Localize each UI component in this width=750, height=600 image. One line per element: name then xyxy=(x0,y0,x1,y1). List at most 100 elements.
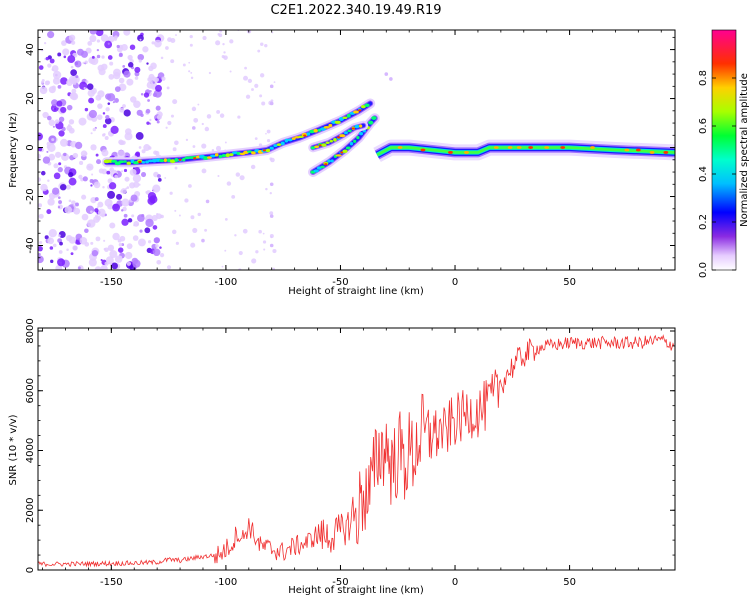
primary-ridge-core-blob xyxy=(306,132,311,136)
noise-blob xyxy=(117,149,126,159)
noise-blob xyxy=(106,170,111,175)
noise-blob xyxy=(108,74,115,80)
tail-ridge-peak-blob xyxy=(544,146,550,149)
sparse-blob xyxy=(159,253,165,258)
sparse-blob xyxy=(197,212,201,217)
sparse-blob xyxy=(165,126,168,129)
colorbar-tick-label: 0.4 xyxy=(698,166,709,182)
noise-blob xyxy=(54,151,62,158)
noise-blob xyxy=(93,181,101,189)
noise-blob xyxy=(111,262,118,270)
sparse-blob xyxy=(223,55,228,60)
sparse-blob xyxy=(184,198,189,203)
noise-blob xyxy=(57,52,62,57)
noise-blob xyxy=(61,152,70,161)
noise-blob xyxy=(41,170,46,176)
noise-blob xyxy=(52,77,61,85)
noise-blob xyxy=(91,55,95,59)
noise-blob xyxy=(107,102,111,105)
noise-blob xyxy=(57,84,62,89)
noise-blob xyxy=(73,207,81,215)
noise-blob xyxy=(147,99,150,102)
sparse-blob xyxy=(234,234,237,237)
sparse-blob xyxy=(243,75,249,81)
noise-blob xyxy=(94,208,99,213)
top-plot: -150 -100 -50 0 50 -40 -20 0 20 40 Height of stra… xyxy=(8,29,676,297)
noise-blob xyxy=(90,132,93,135)
noise-blob xyxy=(107,35,115,43)
top-y-tick-label: -40 xyxy=(25,237,36,253)
top-x-tick-label: -50 xyxy=(332,277,348,288)
noise-blob xyxy=(113,37,117,41)
primary-ridge-core-blob xyxy=(126,161,131,165)
noise-blob xyxy=(89,30,98,35)
noise-blob xyxy=(47,115,52,121)
colorbar-ticks: 0.0 0.2 0.4 0.6 0.8 xyxy=(698,70,736,278)
noise-blob xyxy=(127,54,133,61)
noise-blob xyxy=(68,199,72,203)
noise-blob xyxy=(48,192,56,200)
noise-blob xyxy=(121,198,130,207)
sparse-blob xyxy=(178,214,181,217)
sparse-blob xyxy=(193,117,199,123)
sparse-blob xyxy=(262,232,265,235)
noise-blob xyxy=(96,48,100,52)
noise-blob xyxy=(156,120,160,124)
primary-ridge-core-blob xyxy=(141,160,146,164)
noise-blob xyxy=(122,104,126,108)
noise-blob xyxy=(49,246,54,250)
noise-blob xyxy=(121,218,129,226)
noise-blob xyxy=(82,61,85,65)
tail-ridge-peak-blob xyxy=(560,146,566,149)
sparse-blob xyxy=(266,129,271,134)
isolated-blob xyxy=(389,77,393,81)
noise-blob xyxy=(43,87,48,91)
noise-blob xyxy=(112,232,120,241)
tail-ridge-peak-blob xyxy=(624,148,630,152)
noise-blob xyxy=(103,239,106,242)
noise-blob xyxy=(154,39,162,48)
sparse-blob xyxy=(188,61,191,64)
noise-blob xyxy=(107,55,113,60)
tertiary-ridge-core-blob xyxy=(347,129,352,133)
sparse-blob xyxy=(262,240,267,244)
noise-blob xyxy=(112,30,120,38)
sparse-blob xyxy=(215,40,221,46)
noise-blob xyxy=(89,178,94,183)
noise-blob xyxy=(118,242,123,247)
noise-blob xyxy=(125,128,132,135)
noise-blob xyxy=(156,114,162,120)
noise-blob xyxy=(127,218,133,223)
noise-blob xyxy=(89,35,97,43)
top-x-tick-label: -100 xyxy=(215,277,238,288)
top-chart-title: C2E1.2022.340.19.49.R19 xyxy=(270,3,441,18)
noise-blob xyxy=(139,38,142,41)
sparse-blob xyxy=(244,66,247,70)
tertiary-ridge-core-blob xyxy=(329,139,334,143)
noise-blob xyxy=(121,140,126,145)
noise-blob xyxy=(152,184,161,193)
secondary-ridge-core-blob xyxy=(335,154,342,157)
noise-blob xyxy=(96,114,103,121)
primary-ridge-core-blob xyxy=(246,150,253,153)
noise-blob xyxy=(130,194,138,202)
noise-blob xyxy=(103,247,106,251)
secondary-ridge-core-blob xyxy=(368,120,374,125)
sparse-blob xyxy=(172,147,177,152)
sparse-blob xyxy=(166,265,172,270)
noise-blob xyxy=(90,184,93,187)
noise-blob xyxy=(107,244,115,252)
sparse-blob xyxy=(166,86,170,90)
noise-blob xyxy=(145,108,151,114)
noise-blob xyxy=(87,219,96,228)
noise-blob xyxy=(126,78,134,86)
noise-blob xyxy=(145,218,154,228)
noise-blob xyxy=(72,245,78,251)
sparse-blob xyxy=(191,106,197,112)
noise-blob xyxy=(78,266,81,270)
noise-blob xyxy=(89,166,92,169)
noise-blob xyxy=(120,170,124,173)
sparse-blob xyxy=(192,145,196,148)
sparse-blob xyxy=(189,34,193,39)
noise-blob xyxy=(79,160,84,165)
